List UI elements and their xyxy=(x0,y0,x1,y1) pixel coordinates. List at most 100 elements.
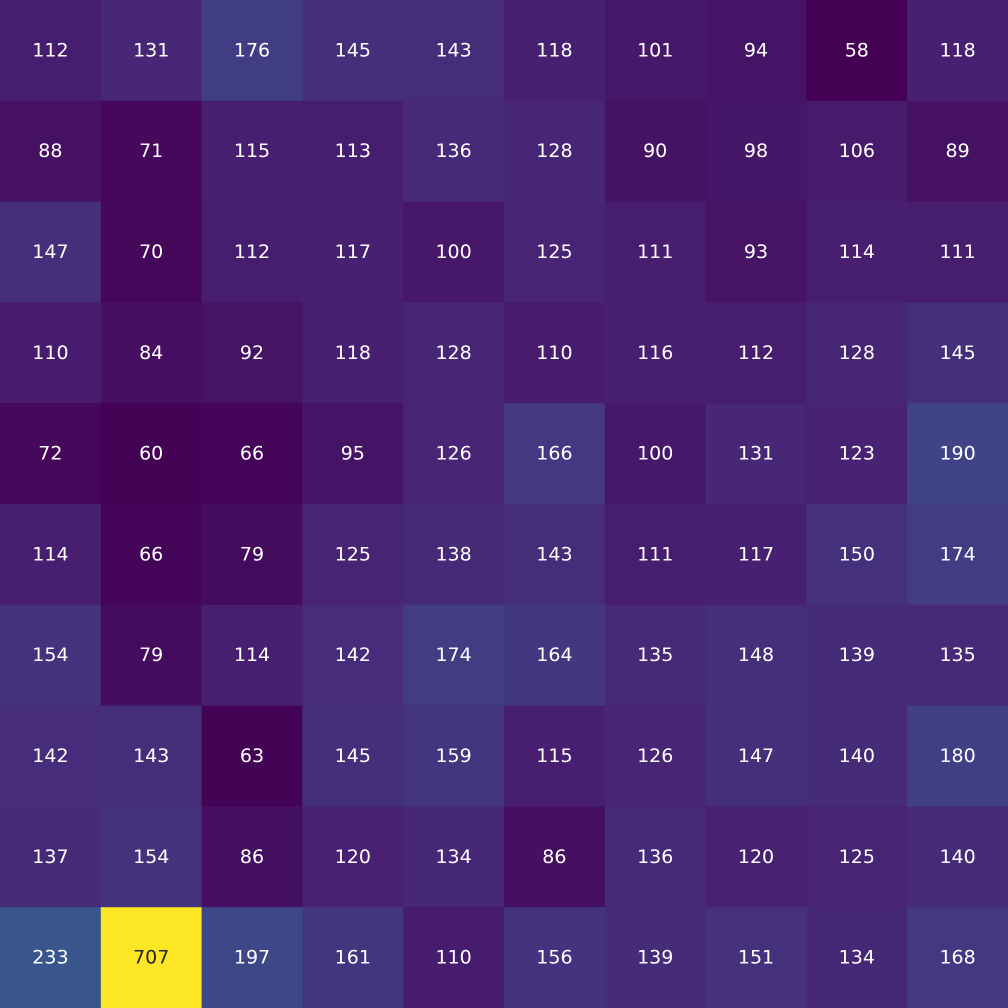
heatmap-cell-r0-c1 xyxy=(100,0,203,102)
heatmap-value-label-r2-c4: 100 xyxy=(435,241,471,263)
heatmap-cell-r3-c1 xyxy=(100,302,203,404)
heatmap-cell-r9-c9 xyxy=(907,907,1008,1008)
heatmap-value-label-r3-c4: 128 xyxy=(435,342,471,364)
heatmap-cell-r1-c5 xyxy=(504,100,606,203)
heatmap-value-label-r6-c6: 135 xyxy=(637,644,673,666)
heatmap-cell-r5-c7 xyxy=(705,504,807,606)
heatmap-value-label-r6-c5: 164 xyxy=(536,644,572,666)
heatmap-cell-r9-c0 xyxy=(0,907,102,1008)
heatmap-value-label-r9-c3: 161 xyxy=(335,947,371,969)
heatmap-value-label-r7-c5: 115 xyxy=(536,745,572,767)
heatmap-cell-r5-c3 xyxy=(302,504,404,606)
heatmap-value-label-r7-c2: 63 xyxy=(240,745,264,767)
heatmap-cell-r0-c2 xyxy=(201,0,303,102)
heatmap-value-label-r4-c1: 60 xyxy=(139,443,163,465)
heatmap-cell-r5-c9 xyxy=(907,504,1008,606)
heatmap-value-label-r5-c9: 174 xyxy=(939,543,975,565)
heatmap-cell-r9-c5 xyxy=(504,907,606,1008)
heatmap-cell-r2-c8 xyxy=(806,201,908,303)
heatmap-value-label-r3-c1: 84 xyxy=(139,342,163,364)
heatmap-value-label-r0-c3: 145 xyxy=(335,39,371,61)
heatmap-value-label-r7-c9: 180 xyxy=(939,745,975,767)
heatmap-cell-r0-c3 xyxy=(302,0,404,102)
heatmap-cell-r3-c4 xyxy=(403,302,505,404)
heatmap-cell-r3-c2 xyxy=(201,302,303,404)
heatmap-value-label-r9-c8: 134 xyxy=(839,947,875,969)
heatmap-value-label-r8-c9: 140 xyxy=(939,846,975,868)
heatmap-value-label-r9-c4: 110 xyxy=(435,947,471,969)
heatmap-value-label-r8-c8: 125 xyxy=(839,846,875,868)
heatmap-cell-r0-c0 xyxy=(0,0,102,102)
heatmap-cell-r6-c5 xyxy=(504,604,606,707)
heatmap-cell-r3-c3 xyxy=(302,302,404,404)
heatmap-value-label-r1-c9: 89 xyxy=(946,140,970,162)
heatmap-value-label-r5-c0: 114 xyxy=(32,543,68,565)
heatmap-cell-r7-c7 xyxy=(705,705,807,807)
heatmap-value-label-r5-c1: 66 xyxy=(139,543,163,565)
heatmap-value-label-r3-c0: 110 xyxy=(32,342,68,364)
heatmap-value-label-r4-c6: 100 xyxy=(637,443,673,465)
heatmap-cell-r9-c3 xyxy=(302,907,404,1008)
heatmap-value-label-r9-c1: 707 xyxy=(133,947,169,969)
heatmap-cell-r7-c2 xyxy=(201,705,303,807)
heatmap-cell-r4-c9 xyxy=(907,403,1008,505)
heatmap-cell-r5-c2 xyxy=(201,504,303,606)
heatmap-cell-r7-c0 xyxy=(0,705,102,807)
heatmap-value-label-r9-c9: 168 xyxy=(939,947,975,969)
heatmap-cell-r7-c4 xyxy=(403,705,505,807)
heatmap-value-label-r8-c2: 86 xyxy=(240,846,264,868)
heatmap-cell-r2-c6 xyxy=(604,201,707,303)
heatmap-cell-r1-c3 xyxy=(302,100,404,203)
heatmap-value-label-r6-c4: 174 xyxy=(435,644,471,666)
heatmap-cell-r1-c8 xyxy=(806,100,908,203)
heatmap-cell-r1-c9 xyxy=(907,100,1008,203)
heatmap-cell-r4-c2 xyxy=(201,403,303,505)
heatmap-cell-r8-c1 xyxy=(100,806,203,908)
heatmap-value-label-r8-c0: 137 xyxy=(32,846,68,868)
heatmap-cell-r7-c6 xyxy=(604,705,707,807)
heatmap-cell-r8-c9 xyxy=(907,806,1008,908)
heatmap-cell-r3-c7 xyxy=(705,302,807,404)
heatmap-cell-r6-c7 xyxy=(705,604,807,707)
heatmap-value-label-r6-c7: 148 xyxy=(738,644,774,666)
heatmap-value-label-r2-c7: 93 xyxy=(744,241,768,263)
heatmap-value-label-r0-c1: 131 xyxy=(133,39,169,61)
heatmap-cell-r0-c9 xyxy=(907,0,1008,102)
heatmap-value-label-r1-c4: 136 xyxy=(435,140,471,162)
heatmap-value-label-r7-c0: 142 xyxy=(32,745,68,767)
heatmap-value-label-r7-c3: 145 xyxy=(335,745,371,767)
heatmap-cell-r1-c6 xyxy=(604,100,707,203)
heatmap-cell-r2-c3 xyxy=(302,201,404,303)
heatmap-cell-r4-c7 xyxy=(705,403,807,505)
heatmap-value-label-r6-c3: 142 xyxy=(335,644,371,666)
heatmap-value-label-r3-c8: 128 xyxy=(839,342,875,364)
heatmap-value-label-r2-c8: 114 xyxy=(839,241,875,263)
heatmap-cell-r0-c4 xyxy=(403,0,505,102)
heatmap-cell-r4-c0 xyxy=(0,403,102,505)
heatmap-value-label-r8-c1: 154 xyxy=(133,846,169,868)
heatmap-cell-r2-c5 xyxy=(504,201,606,303)
heatmap-cell-r6-c2 xyxy=(201,604,303,707)
heatmap-value-label-r8-c3: 120 xyxy=(335,846,371,868)
heatmap-cell-r7-c3 xyxy=(302,705,404,807)
heatmap-value-label-r9-c5: 156 xyxy=(536,947,572,969)
heatmap-value-label-r7-c7: 147 xyxy=(738,745,774,767)
heatmap-value-label-r4-c0: 72 xyxy=(38,443,62,465)
heatmap-cell-r7-c9 xyxy=(907,705,1008,807)
heatmap-cell-r8-c6 xyxy=(604,806,707,908)
heatmap-value-label-r6-c0: 154 xyxy=(32,644,68,666)
heatmap-value-label-r3-c5: 110 xyxy=(536,342,572,364)
heatmap-value-label-r4-c8: 123 xyxy=(839,443,875,465)
heatmap-value-label-r9-c6: 139 xyxy=(637,947,673,969)
heatmap-cell-r9-c8 xyxy=(806,907,908,1008)
heatmap-value-label-r2-c6: 111 xyxy=(637,241,673,263)
heatmap-cell-r2-c4 xyxy=(403,201,505,303)
heatmap-cell-r4-c5 xyxy=(504,403,606,505)
heatmap-cell-r6-c8 xyxy=(806,604,908,707)
heatmap-cell-r7-c8 xyxy=(806,705,908,807)
heatmap-cell-r6-c6 xyxy=(604,604,707,707)
heatmap-value-label-r0-c9: 118 xyxy=(939,39,975,61)
heatmap-value-label-r5-c5: 143 xyxy=(536,543,572,565)
heatmap-value-label-r3-c3: 118 xyxy=(335,342,371,364)
heatmap-value-label-r2-c3: 117 xyxy=(335,241,371,263)
